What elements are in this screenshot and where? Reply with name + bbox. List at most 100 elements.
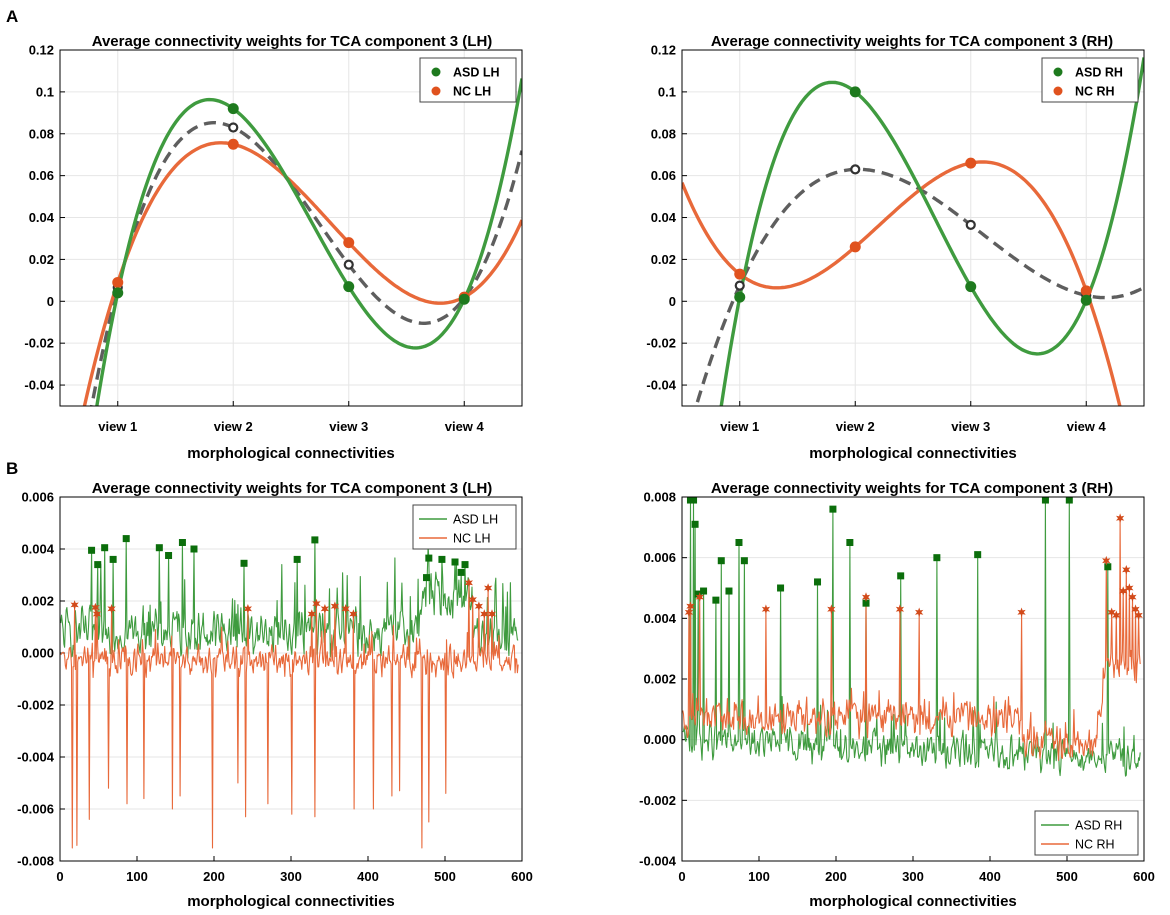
plot-area (60, 535, 519, 849)
x-tick-label: view 3 (329, 419, 368, 434)
axes-box (681, 49, 1145, 407)
asd-peak-marker (451, 558, 459, 566)
y-tick-label: -0.002 (639, 793, 676, 808)
x-tick-label: 100 (748, 869, 770, 884)
x-tick-label: 0 (56, 869, 63, 884)
nc-peak-marker (330, 601, 339, 611)
x-tick-label: view 4 (445, 419, 485, 434)
chart-a-lh: Average connectivity weights for TCA com… (24, 33, 523, 462)
nc-peak-marker (1134, 610, 1143, 621)
legend-box (412, 504, 517, 550)
x-tick-label: 200 (203, 869, 225, 884)
chart-title: Average connectivity weights for TCA com… (711, 33, 1113, 50)
x-tick-label: 100 (126, 869, 148, 884)
asd-peak-marker (933, 554, 941, 562)
series-curve-1 (82, 141, 522, 406)
nc-peak-marker (468, 594, 477, 605)
asd-point (458, 293, 470, 305)
nc-peak-marker (1107, 607, 1116, 618)
mean-curve (694, 167, 1144, 406)
asd-peak-marker (700, 587, 708, 595)
legend-label: NC RH (1075, 85, 1115, 99)
nc-peak-marker (341, 604, 350, 614)
x-tick-label: view 2 (836, 419, 875, 434)
asd-peak-marker (712, 596, 720, 604)
legend-label: ASD RH (1075, 66, 1123, 80)
y-tick-label: 0.08 (651, 126, 676, 141)
y-tick-label: 0.006 (21, 490, 54, 505)
asd-peak-marker (178, 539, 186, 546)
nc-peak-marker (464, 578, 473, 588)
y-tick-label: 0.04 (29, 210, 55, 225)
series-curve-0 (95, 78, 522, 406)
legend-label: ASD LH (453, 513, 498, 527)
asd-peak-marker (1041, 497, 1049, 504)
legend-box (1034, 810, 1139, 856)
nc-peak-marker (107, 604, 116, 614)
x-axis-label: morphological connectivities (187, 893, 395, 910)
axes-box (681, 496, 1145, 862)
legend-marker (1053, 86, 1063, 96)
nc-peak-marker (320, 604, 329, 614)
x-tick-label: view 1 (98, 419, 137, 434)
asd-peak-marker (155, 544, 163, 552)
asd-peak-marker (1065, 497, 1073, 504)
nc-peak-marker (761, 604, 771, 614)
x-tick-label: 500 (434, 869, 456, 884)
nc-point (734, 268, 746, 280)
legend-label: NC LH (453, 85, 491, 99)
mean-point (228, 122, 239, 133)
x-tick-label: view 1 (720, 419, 759, 434)
nc-point (343, 237, 355, 249)
asd-peak-marker (897, 572, 905, 580)
nc-peak-marker (474, 601, 483, 611)
asd-peak-marker (735, 539, 743, 546)
nc-peak-marker (312, 598, 321, 609)
x-tick-label: 400 (979, 869, 1001, 884)
y-tick-label: -0.004 (17, 750, 55, 765)
asd-peak-marker (862, 599, 870, 607)
plot-area (682, 57, 1144, 406)
nc-peak-marker (1119, 586, 1128, 596)
nc-peak-marker (1131, 604, 1140, 614)
x-tick-label: view 3 (951, 419, 990, 434)
asd-peak-marker (165, 552, 173, 559)
asd-peak-marker (725, 587, 733, 595)
mean-point (734, 280, 745, 291)
legend-label: ASD LH (453, 66, 500, 80)
nc-peak-marker (70, 600, 79, 610)
chart-b-rh: Average connectivity weights for TCA com… (639, 480, 1155, 910)
asd-point (227, 103, 239, 115)
asd-point (112, 287, 124, 299)
asd-peak-marker (122, 535, 130, 543)
x-tick-label: 0 (678, 869, 685, 884)
x-tick-label: 600 (511, 869, 533, 884)
nc-peak-marker (1017, 607, 1026, 618)
chart-a-rh: Average connectivity weights for TCA com… (646, 33, 1145, 462)
nc-point (1080, 285, 1092, 297)
chart-title: Average connectivity weights for TCA com… (92, 480, 493, 497)
y-tick-label: 0.008 (643, 490, 676, 505)
legend-marker (431, 67, 441, 77)
asd-peak-marker (94, 561, 102, 569)
plot-area (82, 78, 522, 406)
legend-label: NC RH (1075, 838, 1115, 852)
series-curve-0 (719, 57, 1144, 406)
asd-peak-marker (461, 561, 469, 569)
asd-peak-marker (829, 505, 837, 513)
chart-title: Average connectivity weights for TCA com… (92, 33, 493, 50)
series-trace-0 (682, 499, 1141, 777)
x-tick-label: view 2 (214, 419, 253, 434)
nc-peak-marker (1116, 513, 1125, 523)
asd-peak-marker (846, 539, 854, 546)
y-tick-label: 0.06 (651, 168, 676, 183)
series-trace-0 (60, 538, 519, 661)
nc-peak-marker (1112, 610, 1121, 621)
y-tick-label: 0.1 (36, 84, 54, 99)
nc-peak-marker (480, 609, 489, 619)
nc-peak-marker (1102, 555, 1111, 566)
nc-peak-marker (349, 609, 358, 619)
legend-marker (431, 86, 441, 96)
y-tick-label: -0.02 (24, 336, 54, 351)
mean-point (343, 259, 354, 270)
